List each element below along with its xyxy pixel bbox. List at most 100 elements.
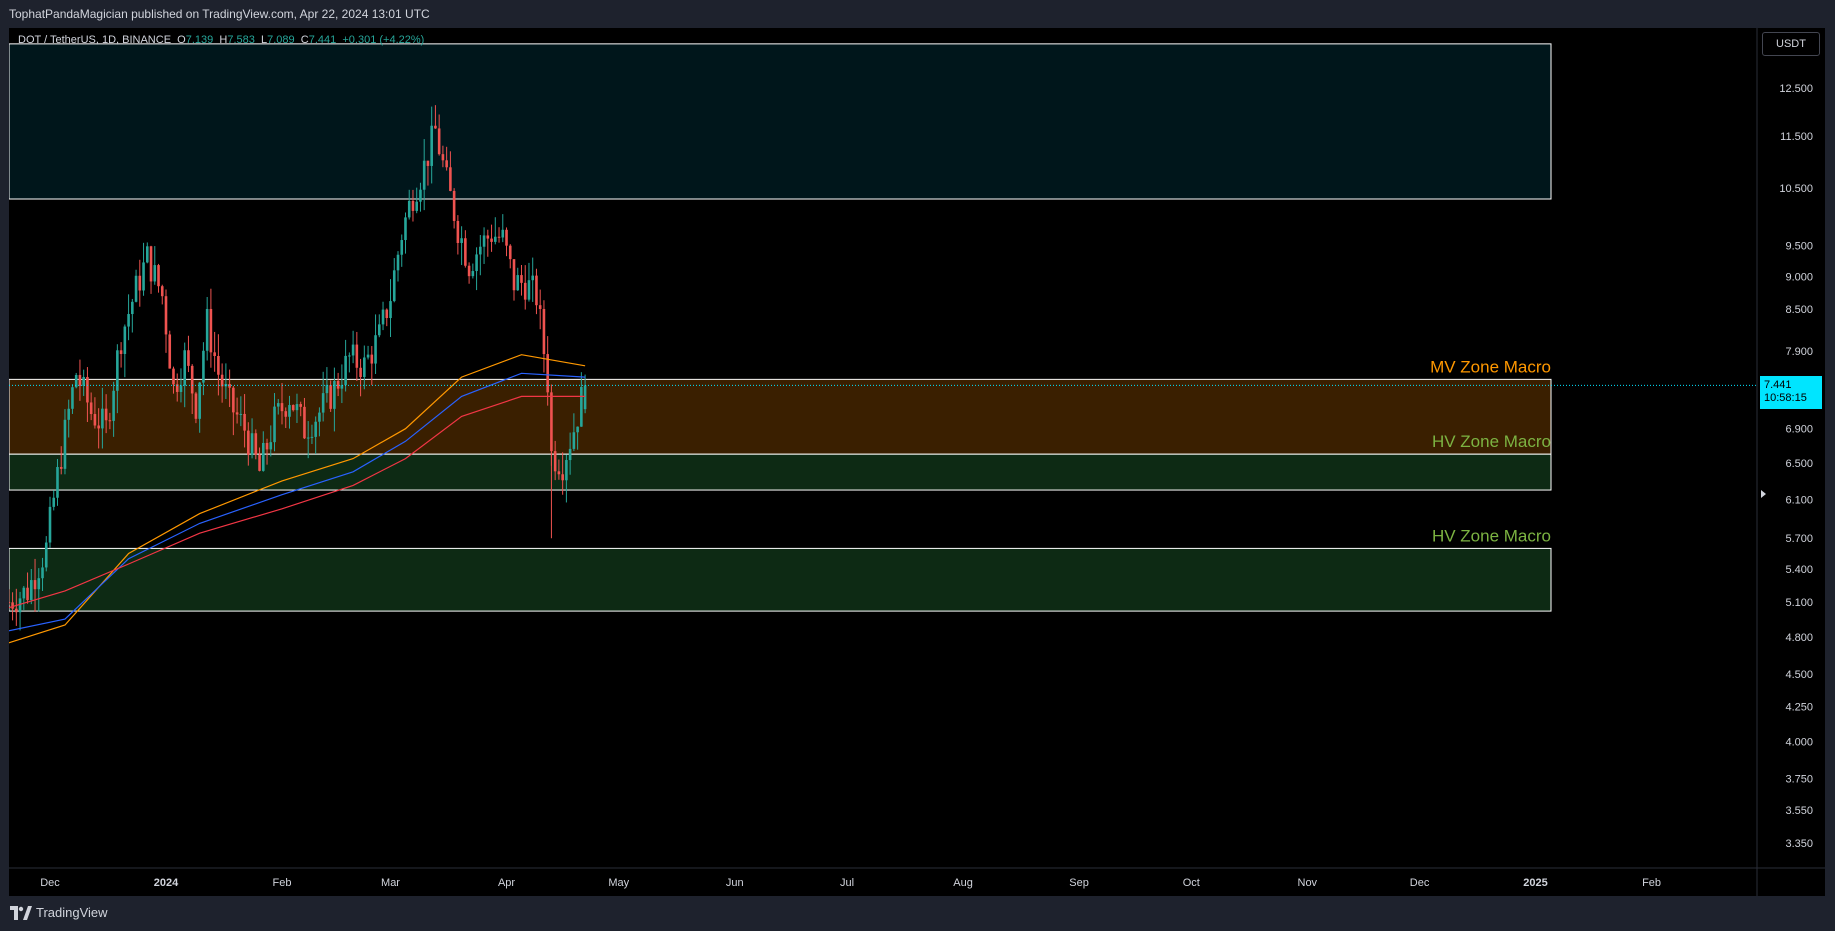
candle-body <box>449 167 452 191</box>
candle-body <box>93 414 97 426</box>
candle-body <box>254 433 258 455</box>
tradingview-logo[interactable]: TradingView <box>10 905 108 920</box>
candle-body <box>74 375 78 388</box>
candle-body <box>557 471 561 475</box>
candle-body <box>475 254 478 272</box>
price-tick-label: 9.500 <box>1785 240 1813 252</box>
candle-body <box>553 451 557 472</box>
candle-body <box>104 408 108 421</box>
candle-body <box>116 350 119 391</box>
candle-body <box>583 385 587 410</box>
candle-body <box>157 265 160 287</box>
candle-body <box>359 367 362 378</box>
close-label: C <box>300 34 309 46</box>
moving-average-line <box>9 395 586 609</box>
candle-body <box>303 406 306 439</box>
candle-body <box>351 344 355 356</box>
time-tick-label: Dec <box>40 877 60 889</box>
candle-body <box>59 467 63 469</box>
candle-body <box>56 467 59 498</box>
candle-body <box>228 383 231 388</box>
high-label: H <box>219 34 228 46</box>
time-tick-label: Oct <box>1183 877 1200 889</box>
candle-body <box>198 382 201 419</box>
candle-body <box>29 580 33 601</box>
candle-body <box>531 275 535 281</box>
candle-body <box>568 448 572 461</box>
candle-body <box>377 324 381 336</box>
price-tick-label: 4.250 <box>1785 702 1813 714</box>
candle-body <box>187 350 190 366</box>
candle-body <box>284 411 288 417</box>
candle-body <box>467 265 471 277</box>
candle-body <box>82 377 85 386</box>
candle-body <box>434 125 437 129</box>
candle-body <box>86 377 89 403</box>
candle-body <box>295 404 299 411</box>
candle-body <box>426 160 430 166</box>
price-tick-label: 3.550 <box>1785 805 1813 817</box>
candle-body <box>269 442 273 450</box>
zone-label-hv2: HV Zone Macro <box>1432 526 1551 545</box>
time-tick-label: Jun <box>726 877 744 889</box>
candle-body <box>520 275 523 283</box>
time-tick-label: Jul <box>840 877 854 889</box>
price-tick-label: 4.000 <box>1785 736 1813 748</box>
candle-body <box>235 412 239 415</box>
candle-body <box>172 368 175 385</box>
candle-body <box>437 128 441 155</box>
moving-average-line <box>9 372 586 632</box>
candle-body <box>168 334 172 369</box>
candle-body <box>194 393 198 419</box>
currency-button[interactable]: USDT <box>1762 32 1820 56</box>
candle-body <box>392 270 396 302</box>
candle-body <box>127 314 130 327</box>
candle-body <box>265 442 269 450</box>
candle-body <box>11 602 14 609</box>
candle-body <box>101 408 104 429</box>
price-tick-label: 5.400 <box>1785 564 1813 576</box>
time-tick-label: Aug <box>953 877 973 889</box>
candle-body <box>63 419 67 469</box>
candle-body <box>441 154 445 161</box>
price-tick-label: 11.500 <box>1780 131 1813 143</box>
candle-body <box>512 259 516 291</box>
candle-body <box>546 354 549 393</box>
candle-body <box>407 200 411 218</box>
bar-countdown: 10:58:15 <box>1764 392 1807 404</box>
candle-body <box>213 352 216 357</box>
last-price-tag: 7.441 10:58:15 <box>1760 376 1822 409</box>
price-tick-label: 6.900 <box>1785 424 1813 436</box>
candle-body <box>538 305 542 309</box>
candle-body <box>325 385 329 394</box>
candle-body <box>160 286 164 297</box>
candle-body <box>142 262 145 291</box>
time-tick-label: Mar <box>381 877 400 889</box>
candle-body <box>355 344 359 368</box>
time-tick-label: Feb <box>1642 877 1661 889</box>
candle-body <box>501 229 505 238</box>
price-tick-label: 5.700 <box>1785 533 1813 545</box>
candle-body <box>486 235 490 239</box>
price-tick-label: 7.900 <box>1785 346 1813 358</box>
candle-body <box>321 393 325 413</box>
candle-body <box>15 608 18 613</box>
candle-body <box>318 412 321 422</box>
time-tick-label: Dec <box>1410 877 1430 889</box>
price-tick-label: 3.750 <box>1785 773 1813 785</box>
candle-body <box>385 309 389 319</box>
candle-body <box>340 385 344 389</box>
open-label: O <box>177 34 186 46</box>
candle-body <box>344 355 347 386</box>
time-tick-label: Nov <box>1298 877 1318 889</box>
time-tick-label: Apr <box>498 877 515 889</box>
candle-body <box>411 200 415 211</box>
candle-body <box>243 413 246 431</box>
candle-body <box>456 220 460 243</box>
chart-area[interactable]: MV Zone Macro HV Zone Macro HV Zone Macro … <box>9 28 1825 896</box>
candle-body <box>460 238 463 243</box>
candle-body <box>288 405 291 417</box>
candle-body <box>493 236 497 242</box>
candle-body <box>464 238 467 266</box>
